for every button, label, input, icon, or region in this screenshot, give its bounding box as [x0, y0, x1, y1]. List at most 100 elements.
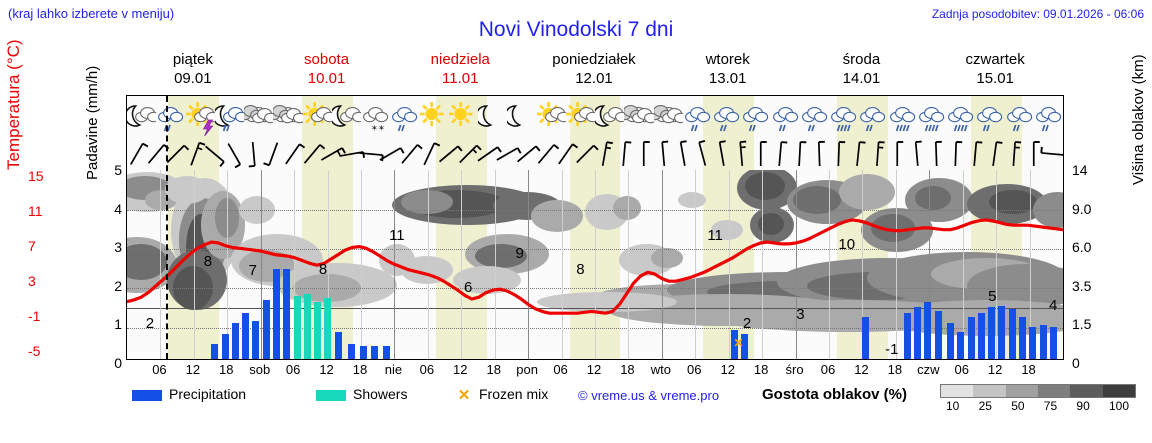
- precip-tick-2: 2: [114, 277, 122, 294]
- precip-bar-26: [967, 316, 975, 359]
- sub-divider: [1029, 170, 1031, 359]
- temp-label-4b: 11: [707, 226, 723, 244]
- temp-label-2b: 11: [389, 226, 405, 244]
- precip-bar-15: [371, 345, 379, 359]
- precip-bar-8: [293, 295, 301, 359]
- temp-tick-7: 7: [28, 238, 36, 254]
- sub-divider: [160, 170, 162, 359]
- precip-tick-1: 1: [114, 316, 122, 332]
- precip-bar-21: [914, 307, 922, 359]
- x-tick-wto-15: wto: [650, 362, 671, 377]
- x-tick-12-5: 12: [319, 362, 334, 377]
- sun-cloud-icon: [302, 100, 332, 136]
- cloud-density-ramp: 10 25 50 75 90 100: [940, 384, 1136, 414]
- x-tick-18-26: 18: [1021, 362, 1036, 377]
- x-tick-czw-23: czw: [917, 362, 940, 377]
- sub-divider: [628, 170, 630, 359]
- sub-divider: [361, 170, 362, 359]
- temp-label-0a: 2: [145, 314, 155, 332]
- sub-divider: [862, 170, 864, 359]
- cloud-rain-icon: [1034, 100, 1063, 136]
- precip-tick-5: 5: [114, 162, 122, 178]
- precipitation-axis-title: Padavine (mm/h): [84, 65, 101, 180]
- x-tick-06-24: 06: [954, 362, 969, 377]
- cloud-icon: [244, 100, 274, 136]
- sun-icon: [419, 100, 449, 136]
- x-tick-12-25: 12: [987, 362, 1003, 377]
- temp-label-4a: 2: [742, 314, 752, 332]
- frozen-mix-icon: ✕: [457, 387, 471, 405]
- x-tick-pon-11: pon: [516, 362, 538, 377]
- cloud-rain-icon: [975, 100, 1004, 136]
- day-name: środa: [842, 51, 881, 68]
- temp-label-7a: 5: [988, 288, 997, 306]
- temp-tick--1: -1: [28, 308, 41, 324]
- temp-tick-11: 11: [28, 203, 43, 219]
- ramp-step-5: [1102, 385, 1135, 397]
- weather-icon-row: ✶ ✶: [127, 96, 1063, 138]
- day-divider-3: [528, 170, 530, 359]
- cloud-tick-0: 0: [1072, 354, 1080, 371]
- cloud-heavy-rain-icon: [946, 100, 975, 136]
- precip-bar-2: [231, 322, 239, 359]
- precip-bar-25: [957, 332, 965, 359]
- precip-bar-6: [273, 269, 281, 359]
- cloud-tick-14: 14: [1072, 162, 1088, 178]
- cloud-height-axis-title: Višina oblakov (km): [1130, 54, 1147, 185]
- day-name: czwartek: [965, 51, 1025, 68]
- x-tick-06-12: 06: [553, 362, 568, 377]
- precip-bar-3: [242, 313, 250, 359]
- ramp-label-10: 10: [946, 399, 960, 413]
- cloud-rain-icon: [156, 100, 185, 136]
- moon-cloud-icon: [595, 100, 625, 136]
- copyright-text: © vreme.us & vreme.pro: [578, 388, 720, 403]
- precipitation-swatch: [132, 389, 162, 401]
- x-tick-sob-3: sob: [249, 362, 271, 377]
- x-tick-18-10: 18: [486, 362, 501, 377]
- x-tick-06-4: 06: [285, 362, 301, 377]
- day-date: 11.01: [442, 70, 479, 87]
- cloud-snow-icon: ✶ ✶: [361, 100, 390, 136]
- x-tick-12-1: 12: [185, 362, 201, 377]
- sub-divider: [895, 170, 897, 359]
- svg-text:✶: ✶: [371, 123, 379, 133]
- ramp-step-0: [941, 385, 974, 397]
- precip-bar-10: [314, 301, 322, 359]
- cloud-heavy-rain-icon: [917, 100, 946, 136]
- precip-bar-30: [1008, 309, 1016, 359]
- cloud-heavy-rain-icon: [829, 100, 858, 136]
- precip-bar-5: [262, 299, 270, 359]
- temp-label-3a: 8: [576, 261, 585, 279]
- precip-bar-16: [382, 345, 390, 359]
- graph-area: ✕ 2 8 6 8 2 3 -1 5 4 8 7 11 9 11 10: [127, 170, 1063, 359]
- day-header-4: poniedziałek 12.01: [527, 50, 661, 88]
- sub-divider: [427, 170, 429, 359]
- precip-bar-11: [324, 297, 332, 359]
- cloud-heavy-rain-icon: [888, 100, 917, 136]
- sub-divider: [595, 170, 596, 359]
- day-name: niedziela: [430, 51, 490, 68]
- cloud-density-blobs: [127, 170, 1063, 336]
- cloud-icon: [624, 100, 654, 136]
- showers-swatch: [316, 389, 346, 401]
- cloud-rain-icon: [771, 100, 800, 136]
- precip-tick-0: 0: [114, 354, 122, 371]
- day-date: 12.01: [575, 70, 613, 87]
- precip-bar-18: [741, 334, 749, 359]
- sub-divider: [327, 170, 329, 359]
- frozen-mix-marker-0: ✕: [733, 335, 744, 350]
- cloud-rain-icon: [390, 100, 419, 136]
- x-tick-06-20: 06: [820, 362, 836, 377]
- cloud-rain-icon: [800, 100, 829, 136]
- precip-bar-28: [988, 307, 996, 359]
- precip-bar-17: [730, 330, 738, 359]
- precip-bar-32: [1029, 326, 1037, 359]
- ramp-label-75: 75: [1043, 399, 1058, 413]
- temp-label-5b: 10: [838, 235, 856, 253]
- legend-frozen-mix: ✕ Frozen mix: [456, 386, 549, 405]
- ramp-label-50: 50: [1011, 399, 1025, 413]
- last-updated-text: Zadnja posodobitev: 09.01.2026 - 06:06: [931, 7, 1144, 21]
- sub-divider: [494, 170, 496, 359]
- forecast-plot: ✶ ✶ ✕ 2 8 6 8 2 3 -1 5 4 8 7 11 9 11 10: [126, 95, 1064, 360]
- sub-divider: [193, 170, 195, 359]
